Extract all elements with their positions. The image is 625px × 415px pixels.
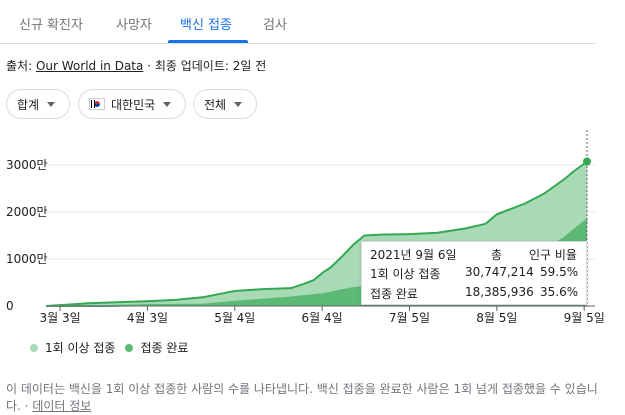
x-tick-label: 8월 5일 (476, 311, 517, 325)
line-first-dose (45, 160, 588, 307)
source-line: 출처: Our World in Data · 최종 업데이트: 2일 전 (6, 57, 266, 74)
x-tick-label: 6월 4일 (302, 311, 343, 325)
tab-bar: 신규 확진자 사망자 백신 접종 검사 (0, 0, 595, 44)
population-dropdown-label: 전체 (204, 97, 227, 112)
source-prefix: 출처: (6, 59, 36, 73)
chevron-down-icon (234, 101, 243, 107)
population-dropdown[interactable]: 전체 (193, 89, 257, 119)
metric-dropdown[interactable]: 합계 (6, 89, 70, 119)
tooltip-row-total: 18,385,936 (465, 285, 534, 299)
legend-swatch-first-dose (30, 343, 38, 352)
country-dropdown-label: 대한민국 (111, 97, 156, 112)
footnote: 이 데이터는 백신을 1회 이상 접종한 사람의 수를 나타냅니다. 백신 접종… (6, 381, 606, 415)
metric-dropdown-label: 합계 (17, 97, 40, 112)
tooltip-row-label: 접종 완료 (370, 287, 418, 301)
chart-legend: 1회 이상 접종 접종 완료 (30, 339, 188, 356)
legend-label-fully-vaccinated: 접종 완료 (140, 341, 189, 355)
source-link[interactable]: Our World in Data (35, 59, 144, 73)
active-tab-indicator (168, 40, 248, 43)
tooltip-row-label: 1회 이상 접종 (370, 267, 441, 281)
y-tick-label: 1000만 (6, 252, 48, 266)
x-tick-label: 3월 3일 (40, 311, 81, 325)
legend-label-first-dose: 1회 이상 접종 (45, 341, 116, 355)
x-tick-label: 9월 5일 (564, 311, 605, 325)
last-updated: · 최종 업데이트: 2일 전 (143, 59, 267, 73)
chart-tooltip: 2021년 9월 6일 총 인구 비율 1회 이상 접종 30,747,214 … (361, 241, 587, 305)
footnote-text: 이 데이터는 백신을 1회 이상 접종한 사람의 수를 나타냅니다. 백신 접종… (6, 382, 598, 413)
tab-deaths[interactable]: 사망자 (116, 18, 152, 33)
chevron-down-icon (47, 101, 56, 107)
tooltip-row-ratio: 35.6% (540, 285, 579, 299)
tooltip-row-total: 30,747,214 (465, 265, 534, 279)
x-tick-label: 7월 5일 (389, 311, 430, 325)
x-tick-label: 5월 4일 (214, 311, 255, 325)
chevron-down-icon (163, 101, 172, 107)
tab-tests[interactable]: 검사 (263, 18, 287, 33)
tooltip-col-ratio: 인구 비율 (529, 248, 577, 262)
legend-swatch-fully-vaccinated (125, 343, 134, 352)
y-tick-label: 0 (6, 299, 14, 313)
tooltip-date: 2021년 9월 6일 (370, 248, 457, 262)
tab-new-cases[interactable]: 신규 확진자 (19, 18, 83, 33)
x-tick-label: 4월 3일 (127, 311, 168, 325)
country-dropdown[interactable]: 대한민국 (78, 89, 186, 119)
tab-vaccinations[interactable]: 백신 접종 (180, 18, 232, 33)
hover-point (583, 157, 591, 166)
y-tick-label: 2000만 (6, 205, 48, 219)
y-tick-label: 3000만 (6, 158, 48, 172)
data-info-link[interactable]: 데이터 정보 (32, 399, 92, 413)
korea-flag-icon (89, 98, 105, 110)
tooltip-row-ratio: 59.5% (540, 265, 579, 279)
tooltip-col-total: 총 (491, 248, 503, 262)
